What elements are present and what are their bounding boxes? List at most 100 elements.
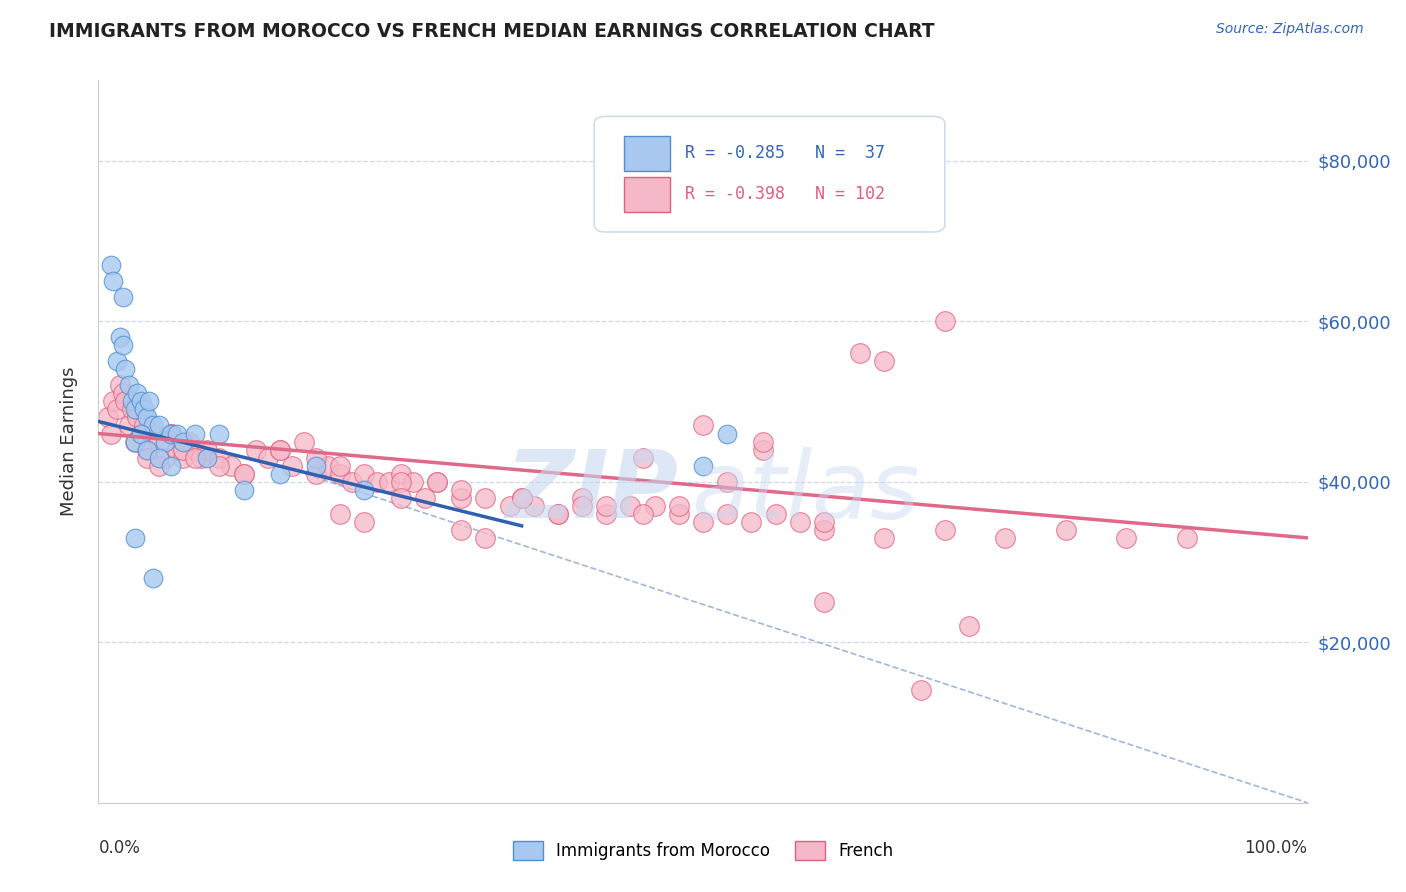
Point bbox=[595, 507, 617, 521]
Point bbox=[129, 394, 152, 409]
Point bbox=[752, 442, 775, 457]
Point bbox=[111, 386, 134, 401]
Point bbox=[450, 483, 472, 497]
Point bbox=[292, 434, 315, 449]
Point bbox=[413, 491, 436, 505]
Point bbox=[100, 426, 122, 441]
Point bbox=[353, 467, 375, 481]
Point bbox=[789, 515, 811, 529]
Point bbox=[619, 499, 641, 513]
Point bbox=[166, 442, 188, 457]
Point bbox=[813, 515, 835, 529]
Point bbox=[245, 442, 267, 457]
Point bbox=[184, 450, 207, 465]
Point bbox=[595, 499, 617, 513]
Point bbox=[813, 595, 835, 609]
Point bbox=[474, 531, 496, 545]
FancyBboxPatch shape bbox=[624, 178, 671, 211]
Point bbox=[934, 314, 956, 328]
Point bbox=[127, 386, 149, 401]
Point bbox=[232, 467, 254, 481]
Point bbox=[134, 402, 156, 417]
Point bbox=[510, 491, 533, 505]
Point bbox=[114, 362, 136, 376]
Point bbox=[305, 450, 328, 465]
Point bbox=[101, 394, 124, 409]
Point bbox=[190, 450, 212, 465]
Point bbox=[195, 450, 218, 465]
Point bbox=[692, 515, 714, 529]
Point bbox=[426, 475, 449, 489]
Point bbox=[813, 523, 835, 537]
Point bbox=[994, 531, 1017, 545]
Point bbox=[148, 418, 170, 433]
Point bbox=[281, 458, 304, 473]
Point bbox=[873, 354, 896, 368]
Text: ZIP: ZIP bbox=[506, 446, 679, 538]
Point bbox=[523, 499, 546, 513]
Point bbox=[160, 426, 183, 441]
Point bbox=[547, 507, 569, 521]
Point bbox=[389, 467, 412, 481]
Point bbox=[195, 442, 218, 457]
Point bbox=[232, 467, 254, 481]
Point bbox=[692, 418, 714, 433]
Point bbox=[765, 507, 787, 521]
Point bbox=[692, 458, 714, 473]
Point bbox=[179, 434, 201, 449]
FancyBboxPatch shape bbox=[624, 136, 671, 170]
Point bbox=[124, 531, 146, 545]
Text: Source: ZipAtlas.com: Source: ZipAtlas.com bbox=[1216, 22, 1364, 37]
Point bbox=[172, 434, 194, 449]
Point bbox=[668, 507, 690, 521]
Point bbox=[208, 426, 231, 441]
Point bbox=[256, 450, 278, 465]
Point bbox=[129, 426, 152, 441]
Point bbox=[118, 378, 141, 392]
Point bbox=[208, 458, 231, 473]
Point bbox=[124, 434, 146, 449]
Point bbox=[111, 338, 134, 352]
Point bbox=[124, 402, 146, 417]
Point bbox=[121, 402, 143, 417]
Text: IMMIGRANTS FROM MOROCCO VS FRENCH MEDIAN EARNINGS CORRELATION CHART: IMMIGRANTS FROM MOROCCO VS FRENCH MEDIAN… bbox=[49, 22, 935, 41]
Y-axis label: Median Earnings: Median Earnings bbox=[59, 367, 77, 516]
Point bbox=[740, 515, 762, 529]
Point bbox=[716, 475, 738, 489]
Point bbox=[172, 442, 194, 457]
Point bbox=[129, 426, 152, 441]
Legend: Immigrants from Morocco, French: Immigrants from Morocco, French bbox=[506, 834, 900, 867]
Point bbox=[160, 426, 183, 441]
Point bbox=[134, 418, 156, 433]
Text: R = -0.398   N = 102: R = -0.398 N = 102 bbox=[685, 186, 884, 203]
Point bbox=[148, 450, 170, 465]
Point bbox=[108, 378, 131, 392]
Point bbox=[135, 450, 157, 465]
Point bbox=[100, 258, 122, 272]
FancyBboxPatch shape bbox=[595, 116, 945, 232]
Point bbox=[329, 467, 352, 481]
Point bbox=[934, 523, 956, 537]
Point bbox=[631, 507, 654, 521]
Point bbox=[389, 491, 412, 505]
Text: atlas: atlas bbox=[690, 447, 920, 538]
Point bbox=[510, 491, 533, 505]
Point bbox=[571, 499, 593, 513]
Point bbox=[142, 418, 165, 433]
Point bbox=[269, 442, 291, 457]
Point bbox=[232, 483, 254, 497]
Point bbox=[329, 458, 352, 473]
Point bbox=[873, 531, 896, 545]
Point bbox=[172, 450, 194, 465]
Point bbox=[138, 394, 160, 409]
Point bbox=[142, 571, 165, 585]
Point bbox=[148, 458, 170, 473]
Point bbox=[135, 442, 157, 457]
Point bbox=[166, 426, 188, 441]
Point bbox=[716, 507, 738, 521]
Point bbox=[114, 394, 136, 409]
Point bbox=[208, 450, 231, 465]
Point bbox=[1175, 531, 1198, 545]
Point bbox=[402, 475, 425, 489]
Point bbox=[450, 523, 472, 537]
